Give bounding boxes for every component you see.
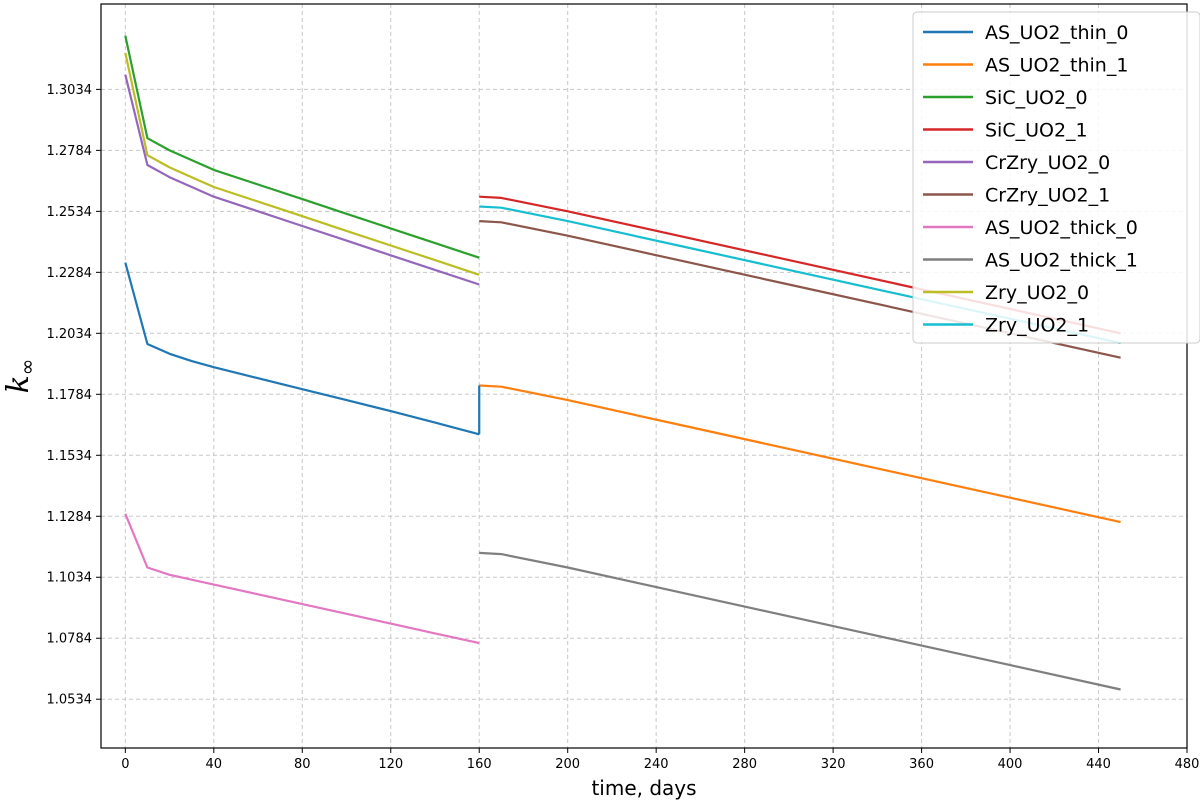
x-tick-label: 240 <box>644 757 669 772</box>
legend-entry: SiC_UO2_0 <box>985 87 1088 109</box>
legend-entry: AS_UO2_thin_0 <box>985 22 1128 44</box>
legend: AS_UO2_thin_0 AS_UO2_thin_1 SiC_UO2_0 SiC_U… <box>912 11 1200 344</box>
y-tick-label: 1.1034 <box>47 571 93 586</box>
x-tick-label: 280 <box>732 757 757 772</box>
y-axis-ticks: 1.0534 1.0784 1.1034 1.1284 1.1534 1.1784 1.20… <box>47 83 101 708</box>
x-tick-label: 360 <box>909 757 934 772</box>
series-line-as-uo2-thin-0 <box>124 262 480 436</box>
legend-box <box>912 11 1200 344</box>
series-line-as-uo2-thin-1 <box>479 384 1121 524</box>
legend-entry: AS_UO2_thick_0 <box>985 217 1138 239</box>
y-tick-label: 1.3034 <box>47 83 93 98</box>
x-tick-label: 480 <box>1175 757 1200 772</box>
legend-entry: AS_UO2_thin_1 <box>985 55 1128 77</box>
y-tick-label: 1.0784 <box>47 632 93 647</box>
x-tick-label: 400 <box>998 757 1023 772</box>
x-tick-label: 440 <box>1086 757 1111 772</box>
x-tick-label: 200 <box>555 757 580 772</box>
legend-entry: Zry_UO2_0 <box>985 282 1089 304</box>
x-tick-label: 0 <box>121 757 129 772</box>
legend-entry: SiC_UO2_1 <box>985 120 1088 142</box>
plot-area-frame <box>100 3 1188 749</box>
legend-entry: AS_UO2_thick_1 <box>985 250 1138 272</box>
y-tick-label: 1.2034 <box>47 327 93 342</box>
y-tick-label: 1.0534 <box>47 693 93 708</box>
legend-entry: CrZry_UO2_1 <box>985 185 1110 207</box>
x-tick-label: 80 <box>294 757 311 772</box>
series-line-as-uo2-thick-1 <box>479 551 1121 691</box>
y-tick-label: 1.1534 <box>47 449 93 464</box>
x-tick-label: 320 <box>821 757 846 772</box>
y-tick-label: 1.2284 <box>47 266 93 281</box>
y-axis-label-main: k <box>1 375 36 393</box>
y-axis-label: k∞ <box>1 359 39 394</box>
series-line-crzry-uo2-0 <box>124 74 480 286</box>
legend-entry: CrZry_UO2_0 <box>985 152 1110 174</box>
x-axis-ticks: 0 40 80 120 160 200 240 280 320 360 400 440 480 <box>121 748 1199 772</box>
series-line-zry-uo2-0 <box>124 52 480 276</box>
y-tick-label: 1.1284 <box>47 510 93 525</box>
series-line-sic-uo2-0 <box>124 35 480 259</box>
x-tick-label: 160 <box>467 757 492 772</box>
x-tick-label: 40 <box>206 757 223 772</box>
y-tick-label: 1.2534 <box>47 205 93 220</box>
y-axis-label-subscript: ∞ <box>15 359 39 376</box>
series-line-as-uo2-thick-0 <box>124 513 480 645</box>
x-axis-label: time, days <box>591 776 696 800</box>
y-tick-label: 1.2784 <box>47 144 93 159</box>
legend-entry: Zry_UO2_1 <box>985 315 1089 337</box>
y-tick-label: 1.1784 <box>47 388 93 403</box>
x-tick-label: 120 <box>378 757 403 772</box>
